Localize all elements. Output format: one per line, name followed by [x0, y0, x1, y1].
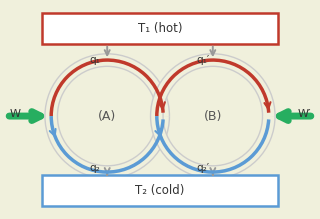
- Text: q₁′: q₁′: [196, 55, 210, 65]
- Text: q₂′: q₂′: [196, 162, 210, 173]
- Text: W′: W′: [298, 109, 311, 119]
- Text: T₁ (hot): T₁ (hot): [138, 22, 182, 35]
- Text: (B): (B): [204, 110, 222, 123]
- Text: (A): (A): [98, 110, 116, 123]
- Text: W: W: [10, 109, 21, 119]
- Bar: [42, 13, 278, 44]
- Text: q₁: q₁: [89, 55, 100, 65]
- Text: q₂: q₂: [89, 162, 100, 173]
- Bar: [42, 175, 278, 206]
- Text: T₂ (cold): T₂ (cold): [135, 184, 185, 197]
